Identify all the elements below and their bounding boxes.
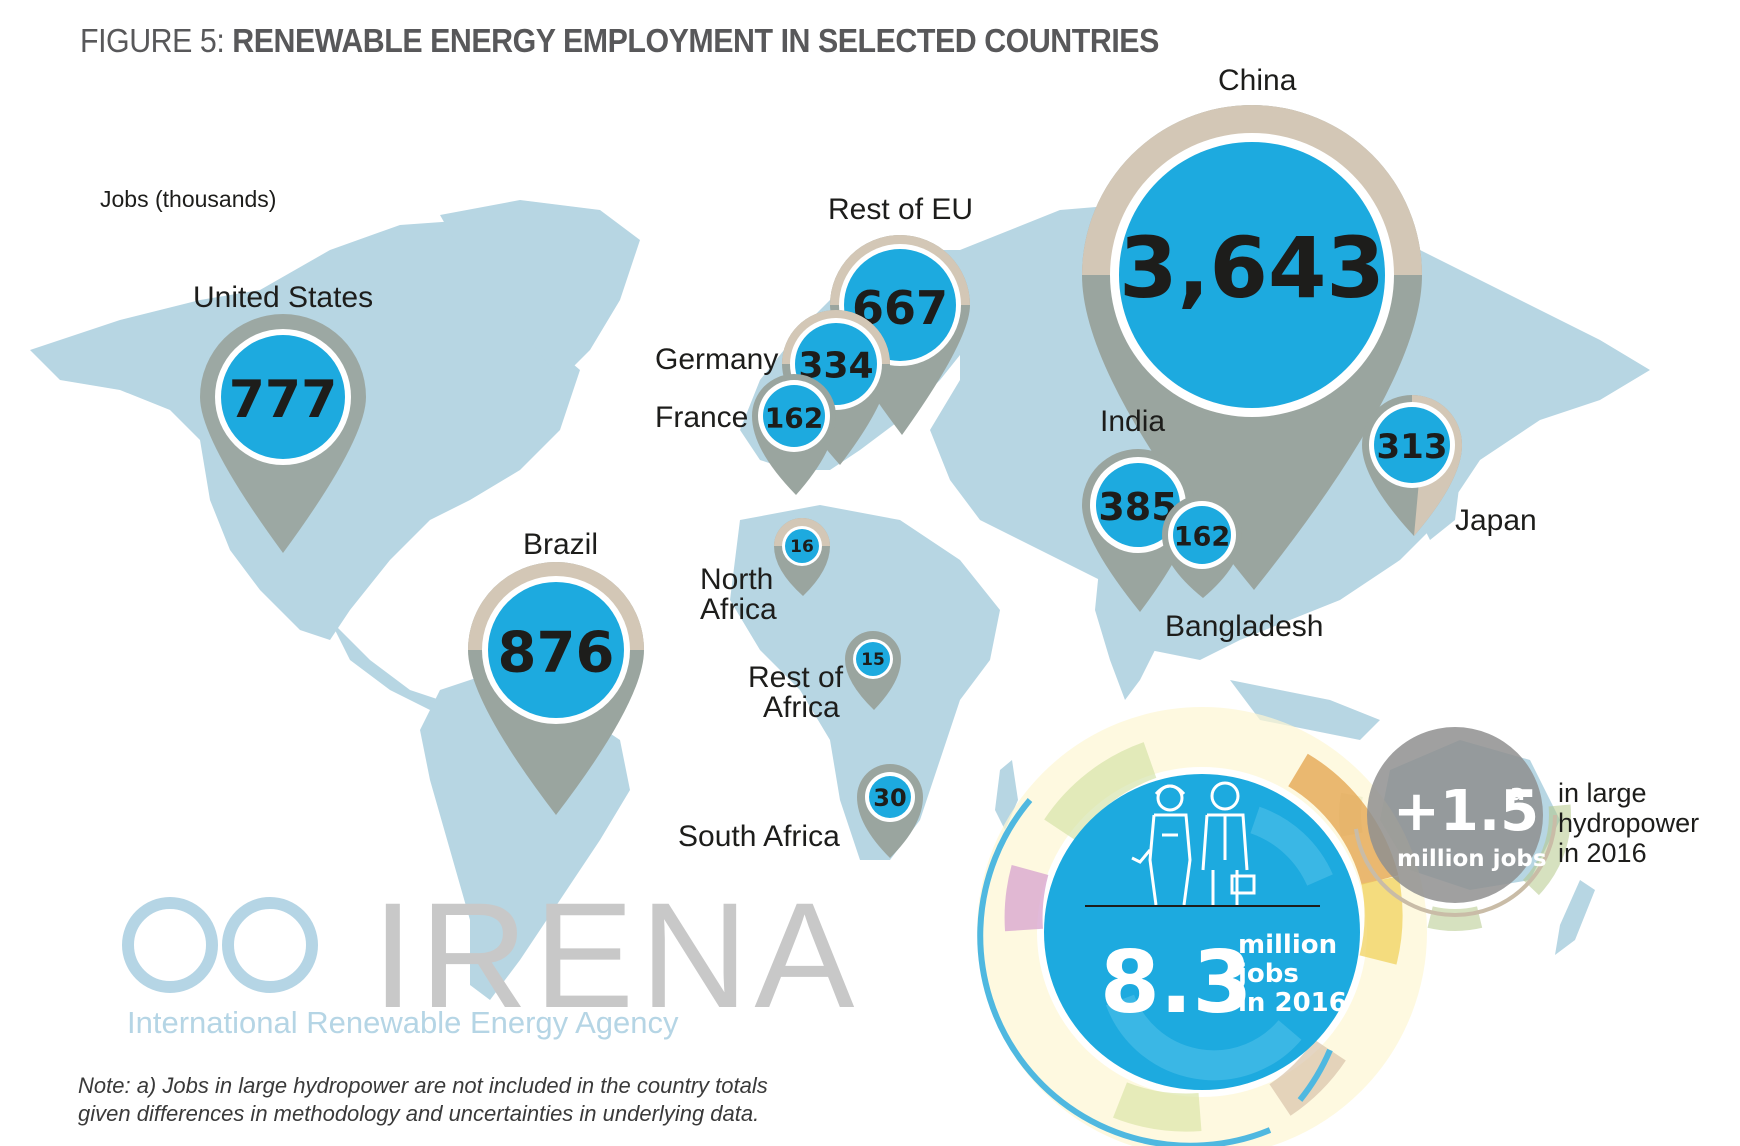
value-north-africa: 16 (790, 537, 814, 557)
workers-icon (1131, 781, 1256, 906)
hydropower-unit: million jobs (1397, 846, 1547, 872)
pin-north-africa[interactable]: 16 (774, 518, 830, 596)
hydropower-value: +1.5 (1393, 779, 1539, 844)
label-china: China (1218, 64, 1297, 97)
total-jobs-badge: 8.3 million jobs in 2016 (1044, 774, 1360, 1090)
figure-title: FIGURE 5: RENEWABLE ENERGY EMPLOYMENT IN… (80, 22, 1159, 60)
label-france: France (655, 401, 749, 434)
irena-subtitle: International Renewable Energy Agency (127, 1005, 679, 1040)
units-label: Jobs (thousands) (100, 186, 277, 212)
footnote-line2: given differences in methodology and unc… (78, 1101, 760, 1126)
value-france: 162 (765, 402, 823, 435)
label-united-states: United States (193, 281, 374, 314)
hydropower-badge: +1.5 a million jobs (1353, 713, 1557, 917)
label-rest-of-africa-line1: Rest of (748, 661, 844, 694)
footnote-line1: Note: a) Jobs in large hydropower are no… (78, 1073, 768, 1098)
pin-south-africa[interactable]: 30 (857, 764, 923, 858)
value-united-states: 777 (229, 370, 338, 430)
label-brazil: Brazil (523, 528, 599, 561)
total-line2: jobs (1237, 959, 1299, 989)
label-rest-of-eu: Rest of EU (828, 193, 974, 226)
pin-brazil[interactable]: 876 (468, 562, 644, 815)
pin-united-states[interactable]: 777 (200, 314, 366, 553)
irena-wordmark: IRENA (372, 871, 861, 1039)
label-bangladesh: Bangladesh (1165, 610, 1324, 643)
figure-title-prefix: FIGURE 5: (80, 22, 233, 59)
total-value: 8.3 (1100, 933, 1252, 1033)
value-japan: 313 (1377, 427, 1448, 467)
hydropower-desc-line1: in large (1558, 778, 1647, 808)
label-india: India (1100, 405, 1166, 438)
footnote: Note: a) Jobs in large hydropower are no… (78, 1072, 768, 1128)
pin-bangladesh[interactable]: 162 (1162, 495, 1242, 598)
total-decor-rings (977, 707, 1427, 1146)
label-japan: Japan (1455, 504, 1537, 537)
pin-rest-of-africa[interactable]: 15 (845, 631, 901, 710)
label-south-africa: South Africa (678, 820, 840, 853)
label-germany: Germany (655, 343, 779, 376)
hydropower-description: in large hydropower in 2016 (1558, 778, 1699, 868)
figure-title-main: RENEWABLE ENERGY EMPLOYMENT IN SELECTED … (232, 22, 1159, 59)
irena-logo-icon (122, 897, 318, 993)
label-north-africa-line1: North (700, 563, 774, 596)
value-south-africa: 30 (873, 784, 906, 812)
pin-france[interactable]: 162 (752, 374, 836, 495)
hydropower-desc-line2: hydropower (1558, 808, 1700, 838)
total-line1: million (1238, 930, 1337, 960)
label-rest-of-africa-line2: Africa (763, 691, 840, 724)
label-north-africa-line2: Africa (700, 593, 777, 626)
pin-india[interactable]: 385 (1082, 449, 1194, 612)
pin-japan[interactable]: 313 (1362, 395, 1462, 536)
value-china: 3,643 (1119, 219, 1385, 317)
hydropower-superscript: a (1510, 781, 1525, 806)
total-line3: in 2016 (1238, 988, 1347, 1018)
value-bangladesh: 162 (1174, 522, 1230, 553)
hydropower-desc-line3: in 2016 (1558, 838, 1647, 868)
value-brazil: 876 (498, 621, 615, 686)
value-rest-of-africa: 15 (861, 650, 885, 670)
